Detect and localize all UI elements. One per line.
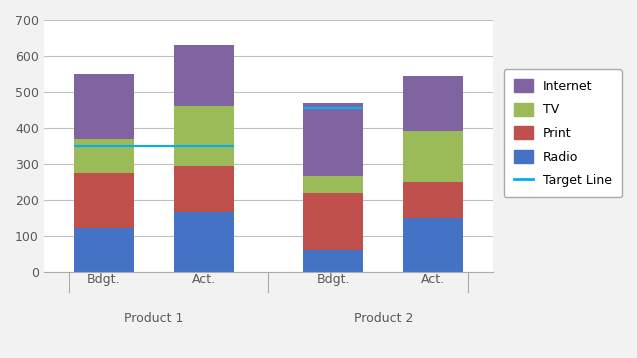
Bar — [174, 165, 234, 212]
Bar — [303, 176, 363, 193]
Bar — [174, 212, 234, 272]
Bar — [74, 173, 134, 228]
Bar — [303, 250, 363, 272]
Bar — [74, 228, 134, 272]
Bar — [174, 45, 234, 106]
Bar — [403, 182, 463, 218]
Bar — [403, 76, 463, 131]
Bar — [303, 193, 363, 250]
Bar — [74, 139, 134, 173]
Bar — [403, 218, 463, 272]
Text: Product 2: Product 2 — [354, 312, 413, 325]
Bar — [74, 74, 134, 139]
Bar — [303, 103, 363, 176]
Legend: Internet, TV, Print, Radio, Target Line: Internet, TV, Print, Radio, Target Line — [504, 69, 622, 197]
Bar — [174, 106, 234, 165]
Text: Product 1: Product 1 — [124, 312, 183, 325]
Bar — [403, 131, 463, 182]
